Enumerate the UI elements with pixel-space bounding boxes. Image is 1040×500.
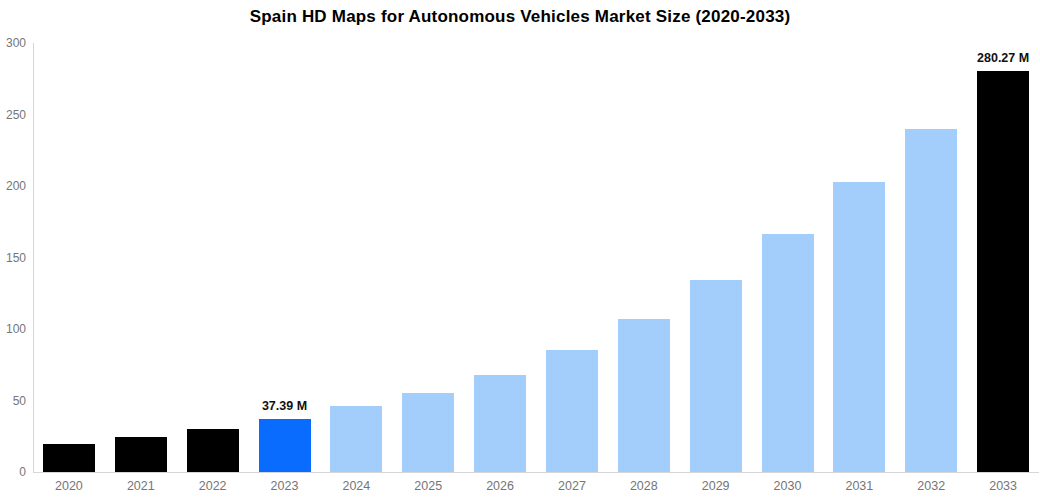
bar-2024	[330, 406, 382, 472]
bars-row: 20202021202237.39 M202320242025202620272…	[33, 43, 1039, 472]
bar-column-2021: 2021	[105, 43, 177, 472]
bar-2032	[905, 129, 957, 472]
y-tick-label: 50	[13, 395, 26, 407]
bar-2033: 280.27 M	[977, 71, 1029, 472]
bar-2026	[474, 375, 526, 472]
chart-title: Spain HD Maps for Autonomous Vehicles Ma…	[0, 7, 1040, 27]
bar-column-2031: 2031	[823, 43, 895, 472]
bar-column-2032: 2032	[895, 43, 967, 472]
bar-column-2029: 2029	[680, 43, 752, 472]
bar-column-2027: 2027	[536, 43, 608, 472]
bar-2030	[762, 234, 814, 472]
bar-column-2020: 2020	[33, 43, 105, 472]
bar-2022	[187, 429, 239, 472]
y-tick-label: 250	[6, 109, 26, 121]
bar-column-2025: 2025	[392, 43, 464, 472]
bar-column-2023: 37.39 M2023	[249, 43, 321, 472]
x-tick-label-2033: 2033	[957, 480, 1040, 493]
y-axis-labels: 050100150200250300	[0, 43, 29, 472]
bar-column-2028: 2028	[608, 43, 680, 472]
bar-column-2022: 2022	[177, 43, 249, 472]
bar-2021	[115, 437, 167, 472]
bar-2023: 37.39 M	[259, 419, 311, 472]
bar-2031	[833, 182, 885, 472]
y-tick-label: 100	[6, 323, 26, 335]
plot-area: 050100150200250300 20202021202237.39 M20…	[33, 43, 1039, 472]
bar-column-2026: 2026	[464, 43, 536, 472]
bar-2027	[546, 350, 598, 472]
bar-value-label-2023: 37.39 M	[262, 399, 307, 413]
x-axis-line	[33, 472, 1039, 473]
bar-2028	[618, 319, 670, 472]
y-tick-label: 150	[6, 252, 26, 264]
bar-value-label-2033: 280.27 M	[977, 51, 1029, 65]
bar-chart: Spain HD Maps for Autonomous Vehicles Ma…	[0, 0, 1040, 500]
y-tick-label: 0	[19, 466, 26, 478]
bar-column-2024: 2024	[320, 43, 392, 472]
bar-column-2030: 2030	[752, 43, 824, 472]
y-tick-label: 300	[6, 37, 26, 49]
y-tick-label: 200	[6, 180, 26, 192]
bar-2020	[43, 444, 95, 472]
bar-2029	[690, 280, 742, 472]
bar-column-2033: 280.27 M2033	[967, 43, 1039, 472]
bar-2025	[402, 393, 454, 472]
